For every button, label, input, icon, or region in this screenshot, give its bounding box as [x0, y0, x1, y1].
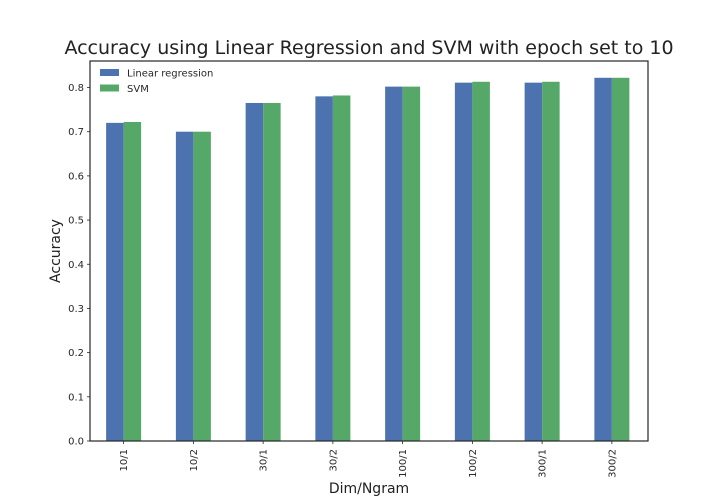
legend-label-svm: SVM: [127, 84, 149, 95]
bar-svm-10-1: [123, 121, 142, 441]
legend-swatch-linear-regression: [100, 69, 119, 76]
y-tick-label: 0.8: [68, 83, 84, 94]
x-tick-label: 30/1: [259, 449, 270, 471]
y-tick-label: 0.4: [68, 260, 84, 271]
x-axis: 10/1 10/2 30/1 30/2 100/1 100/2 300/1 300/2: [119, 441, 618, 478]
x-tick-label: 10/2: [189, 449, 200, 471]
bar-svm-100-1: [402, 86, 421, 441]
plot-frame: [89, 60, 649, 442]
legend: Linear regression SVM: [100, 69, 213, 95]
bar-linear-regression-100-2: [454, 82, 473, 442]
x-tick-label: 100/1: [398, 449, 409, 478]
y-tick-label: 0.1: [68, 392, 84, 403]
y-tick-label: 0.5: [68, 216, 84, 227]
y-tick-label: 0.6: [68, 171, 84, 182]
bar-svm-100-2: [472, 81, 490, 442]
chart-title: Accuracy using Linear Regression and SVM…: [64, 37, 673, 59]
bar-linear-regression-100-1: [385, 86, 403, 441]
x-tick-label: 10/1: [119, 449, 130, 471]
bar-linear-regression-10-1: [106, 122, 124, 442]
bar-linear-regression-10-2: [175, 131, 194, 441]
y-tick-label: 0.7: [68, 127, 84, 138]
bar-svm-300-1: [542, 81, 560, 442]
x-tick-label: 300/2: [607, 449, 618, 478]
bar-svm-10-2: [193, 131, 211, 441]
bar-svm-300-2: [611, 77, 630, 441]
bar-linear-regression-300-2: [594, 77, 612, 441]
bar-svm-30-1: [263, 102, 281, 441]
bar-linear-regression-30-1: [245, 102, 264, 441]
y-axis: 0.0 0.1 0.2 0.3 0.4 0.5 0.6 0.7 0.8: [68, 83, 90, 448]
y-tick-label: 0.0: [68, 437, 84, 448]
legend-swatch-svm: [100, 84, 119, 92]
bar-svm-30-2: [332, 95, 351, 441]
y-tick-label: 0.3: [68, 304, 84, 315]
bar-linear-regression-30-2: [315, 96, 333, 441]
x-axis-label: Dim/Ngram: [329, 481, 409, 497]
x-tick-label: 100/2: [468, 449, 479, 478]
bar-linear-regression-300-1: [524, 82, 543, 442]
legend-label-linear-regression: Linear regression: [127, 69, 213, 80]
bars-group: [106, 77, 630, 442]
y-axis-label: Accuracy: [48, 219, 64, 283]
y-tick-label: 0.2: [68, 348, 84, 359]
x-tick-label: 300/1: [538, 449, 549, 478]
x-tick-label: 30/2: [328, 449, 339, 471]
